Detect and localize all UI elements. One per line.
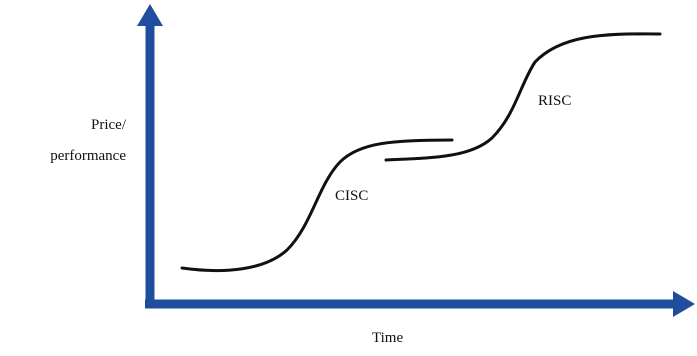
- y-axis-arrowhead: [137, 4, 163, 26]
- x-axis: [145, 291, 695, 317]
- risc-curve: [384, 32, 662, 162]
- x-axis-label: Time: [372, 330, 403, 346]
- cisc-label: CISC: [335, 188, 368, 204]
- x-axis-arrowhead: [673, 291, 695, 317]
- y-axis: [137, 4, 163, 308]
- risc-label: RISC: [538, 93, 571, 109]
- cisc-curve: [180, 138, 454, 273]
- y-axis-label-line2: performance: [50, 148, 126, 164]
- y-axis-label-line1: Price/: [91, 117, 127, 133]
